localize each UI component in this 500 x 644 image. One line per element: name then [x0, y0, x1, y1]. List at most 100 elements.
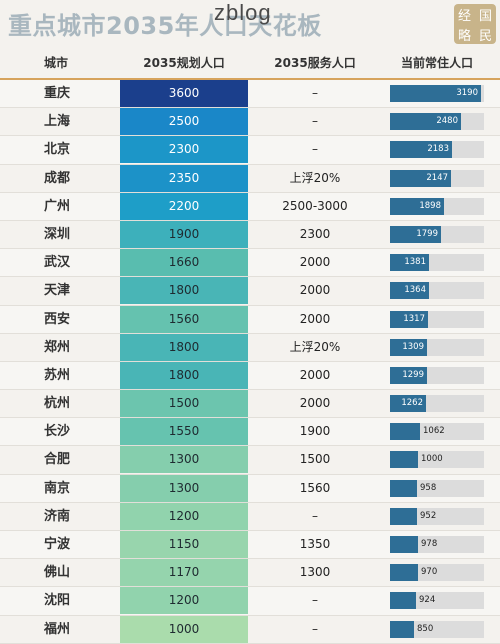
header-serve: 2035服务人口 — [274, 56, 356, 70]
table-row: 武汉 1660 2000 1381 — [0, 249, 500, 278]
resident-value: 1317 — [403, 313, 425, 324]
row-serve: – — [312, 142, 318, 157]
resident-bar-track: 924 — [390, 592, 484, 610]
resident-bar-track: 1299 — [390, 366, 484, 384]
resident-bar — [390, 564, 418, 582]
table-row: 天津 1800 2000 1364 — [0, 277, 500, 306]
row-plan: 3600 — [120, 80, 248, 107]
resident-bar-track: 970 — [390, 564, 484, 582]
row-plan: 2200 — [120, 192, 248, 220]
resident-bar — [390, 536, 418, 553]
resident-bar — [390, 366, 427, 384]
resident-value: 1262 — [401, 398, 423, 409]
resident-bar-track: 850 — [390, 620, 484, 638]
row-plan: 1150 — [120, 531, 248, 558]
row-city: 天津 — [44, 283, 71, 299]
resident-value: 958 — [420, 482, 437, 493]
row-serve: 2000 — [299, 311, 331, 326]
seal-char: 民 — [478, 28, 492, 44]
resident-bar-track: 1000 — [390, 451, 484, 469]
row-plan: 1170 — [120, 559, 248, 587]
resident-bar-track: 2147 — [390, 169, 484, 187]
resident-bar-track: 978 — [390, 536, 484, 553]
resident-bar — [390, 141, 452, 159]
row-serve: – — [312, 621, 318, 636]
row-plan: 1300 — [120, 446, 248, 474]
watermark-text: zblog — [214, 0, 272, 25]
resident-value: 1799 — [416, 228, 438, 239]
row-serve: – — [312, 114, 318, 129]
seal-logo: 经 国 略 民 — [454, 4, 496, 44]
row-serve: 2000 — [299, 255, 331, 270]
row-plan: 1800 — [120, 333, 248, 361]
resident-bar-track: 2183 — [390, 141, 484, 159]
resident-value: 3190 — [456, 88, 478, 98]
row-plan: 1800 — [120, 277, 248, 305]
row-serve: – — [312, 508, 318, 523]
row-city: 武汉 — [44, 255, 71, 271]
resident-bar — [390, 225, 441, 243]
seal-char: 国 — [478, 8, 492, 24]
resident-bar-track: 1309 — [390, 338, 484, 356]
resident-value: 952 — [420, 510, 437, 521]
row-serve: – — [312, 593, 318, 608]
resident-value: 1381 — [404, 257, 426, 268]
row-plan: 1500 — [120, 390, 248, 418]
table-row: 西安 1560 2000 1317 — [0, 305, 500, 334]
row-plan: 1900 — [120, 220, 248, 248]
table-row: 广州 2200 2500-3000 1898 — [0, 192, 500, 221]
row-city: 重庆 — [44, 86, 71, 101]
table-row: 合肥 1300 1500 1000 — [0, 446, 500, 475]
resident-bar — [390, 282, 429, 300]
resident-bar — [390, 85, 481, 102]
row-plan: 1200 — [120, 587, 248, 615]
table-row: 沈阳 1200 – 924 — [0, 587, 500, 616]
resident-value: 2147 — [426, 172, 448, 183]
resident-value: 1309 — [402, 341, 424, 352]
resident-bar — [390, 451, 418, 469]
row-serve: 2300 — [299, 226, 331, 241]
resident-bar-track: 1262 — [390, 395, 484, 413]
title-bar: 重点城市2035年人口天花板 zblog 经 国 略 民 — [0, 0, 500, 44]
table-row: 上海 2500 – 2480 — [0, 108, 500, 137]
row-plan: 2300 — [120, 136, 248, 164]
table-header: 城市 2035规划人口 2035服务人口 当前常住人口 — [0, 48, 500, 80]
resident-value: 1000 — [421, 454, 443, 465]
resident-value: 1062 — [423, 426, 445, 437]
resident-value: 924 — [419, 595, 436, 606]
row-plan: 1300 — [120, 474, 248, 502]
table-row: 南京 1300 1560 958 — [0, 474, 500, 503]
table-row: 北京 2300 – 2183 — [0, 136, 500, 165]
row-serve: 1560 — [299, 480, 331, 495]
row-city: 济南 — [44, 508, 71, 524]
resident-value: 978 — [421, 539, 438, 549]
row-city: 杭州 — [44, 396, 71, 412]
table-row: 济南 1200 – 952 — [0, 502, 500, 531]
row-city: 南京 — [44, 480, 71, 496]
resident-value: 1898 — [419, 200, 441, 211]
resident-value: 850 — [417, 623, 434, 634]
row-plan: 1800 — [120, 361, 248, 389]
resident-value: 2480 — [436, 116, 458, 127]
resident-bar-track: 2480 — [390, 113, 484, 131]
table-row: 成都 2350 上浮20% 2147 — [0, 164, 500, 193]
table-row: 长沙 1550 1900 1062 — [0, 418, 500, 447]
row-serve: 2500-3000 — [282, 198, 348, 213]
resident-bar — [390, 423, 420, 441]
row-serve: 2000 — [299, 283, 331, 298]
row-plan: 1550 — [120, 418, 248, 446]
resident-bar — [390, 197, 444, 215]
row-serve: 1500 — [299, 452, 331, 467]
resident-bar — [390, 254, 429, 272]
resident-bar — [390, 113, 461, 131]
resident-value: 970 — [421, 567, 438, 578]
row-city: 长沙 — [44, 424, 71, 440]
resident-bar-track: 1062 — [390, 423, 484, 441]
table-row: 苏州 1800 2000 1299 — [0, 361, 500, 391]
resident-bar-track: 1898 — [390, 197, 484, 215]
row-plan: 2500 — [120, 108, 248, 136]
row-plan: 2350 — [120, 164, 248, 192]
resident-bar-track: 1799 — [390, 225, 484, 243]
header-resident: 当前常住人口 — [400, 56, 473, 70]
resident-bar — [390, 507, 417, 525]
